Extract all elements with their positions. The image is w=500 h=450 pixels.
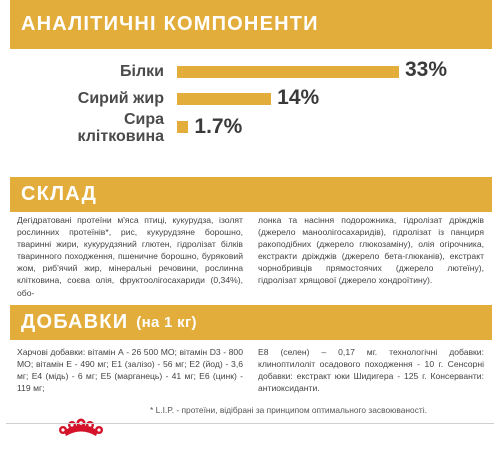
nutrient-value: 33% [405, 58, 448, 81]
analytic-components-title: АНАЛІТИЧНІ КОМПОНЕНТИ [21, 13, 319, 35]
nutrient-label: Білки [120, 63, 164, 80]
nutrient-label-line: клітковина [77, 128, 164, 145]
nutrient-bar [177, 121, 189, 133]
analytic-components-banner: АНАЛІТИЧНІ КОМПОНЕНТИ [10, 0, 492, 49]
footnote: * L.I.P. - протеїни, відібрані за принци… [150, 405, 427, 415]
composition-column-right: лонка та насіння подорожника, гідролізат… [258, 215, 484, 286]
nutrient-label: Сирий жир [77, 90, 164, 107]
nutrient-label: Сира клітковина [78, 111, 164, 145]
nutrient-value: 14% [277, 86, 320, 109]
nutrient-bar [177, 93, 272, 105]
additives-column-left: Харчові добавки: вітамін А - 26 500 МО; … [17, 347, 243, 394]
composition-column-left: Дегідратовані протеїни м'яса птиці, куку… [17, 215, 243, 298]
composition-text: Дегідратовані протеїни м'яса птиці, куку… [17, 214, 484, 299]
additives-title: ДОБАВКИ [21, 311, 129, 333]
additives-subtitle: (на 1 кг) [136, 314, 197, 331]
royal-canin-crown-logo [56, 418, 106, 443]
footer-divider [6, 423, 494, 424]
additives-banner: ДОБАВКИ (на 1 кг) [10, 305, 492, 340]
additives-column-right: E8 (селен) – 0,17 мг. технологічні добав… [258, 347, 484, 394]
nutrient-bar [177, 66, 399, 78]
composition-title: СКЛАД [21, 183, 98, 205]
nutrient-label-line: Сира [123, 111, 164, 128]
composition-banner: СКЛАД [10, 177, 492, 212]
additives-text: Харчові добавки: вітамін А - 26 500 МО; … [17, 346, 484, 394]
nutrient-value: 1.7% [194, 115, 243, 138]
